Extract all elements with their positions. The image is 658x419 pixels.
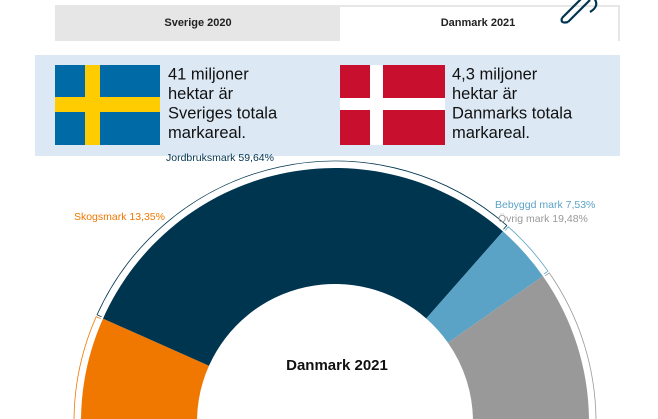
pen-icon	[560, 0, 598, 24]
donut-segment	[103, 168, 503, 366]
info-line: hektar är	[452, 85, 518, 103]
info-line: hektar är	[168, 85, 234, 103]
label-bracket	[96, 160, 508, 318]
chart-center-title: Danmark 2021	[286, 357, 388, 374]
tab-label[interactable]: Danmark 2021	[441, 17, 516, 29]
swedish-flag	[55, 65, 160, 145]
info-line: Danmarks totala	[452, 104, 573, 122]
donut-chart: Skogsmark 13,35% Jordbruksmark 59,64% Beby…	[73, 152, 597, 419]
segment-label: Skogsmark 13,35%	[74, 211, 165, 223]
info-line: markareal.	[168, 124, 246, 142]
segment-label: Övrig mark 19,48%	[498, 213, 588, 225]
active-tab[interactable]	[340, 7, 618, 41]
segment-category: Övrig mark	[498, 213, 550, 225]
label-bracket	[73, 316, 101, 419]
segment-value-label: 19,48%	[552, 213, 588, 225]
segment-label: Bebyggd mark 7,53%	[495, 199, 595, 211]
donut-segment	[447, 276, 589, 419]
donut-segment	[426, 231, 543, 343]
tab-label[interactable]: Sverige 2020	[164, 17, 231, 29]
info-line: 41 miljoner	[168, 65, 249, 83]
segment-value-label: 13,35%	[129, 211, 165, 223]
segment-value-label: 59,64%	[238, 152, 274, 164]
segment-category: Jordbruksmark	[166, 152, 236, 164]
label-bracket	[504, 226, 549, 275]
info-line: Sveriges totala	[168, 104, 278, 122]
info-line: markareal.	[452, 124, 530, 142]
danish-flag	[340, 65, 445, 145]
segment-category: Skogsmark	[74, 211, 127, 223]
label-bracket	[544, 272, 597, 419]
info-line: 4,3 miljoner	[452, 65, 538, 83]
segment-label: Jordbruksmark 59,64%	[166, 152, 274, 164]
donut-segment	[81, 318, 209, 419]
segment-category: Bebyggd mark	[495, 199, 563, 211]
segment-value-label: 7,53%	[566, 199, 596, 211]
